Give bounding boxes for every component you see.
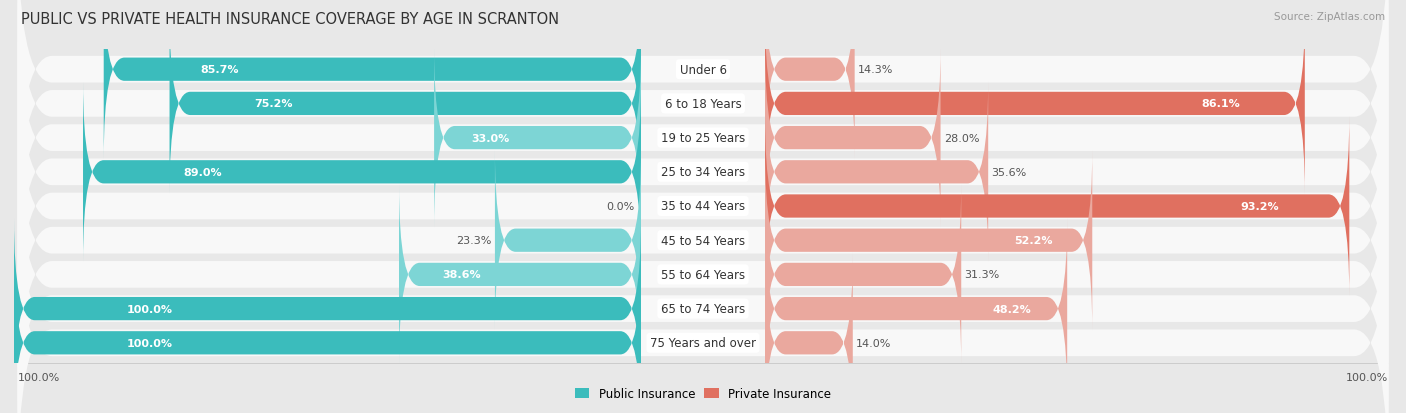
FancyBboxPatch shape: [170, 13, 641, 195]
Text: 35.6%: 35.6%: [991, 167, 1026, 177]
Text: 55 to 64 Years: 55 to 64 Years: [661, 268, 745, 281]
Text: 52.2%: 52.2%: [1015, 236, 1053, 246]
Text: 75.2%: 75.2%: [254, 99, 292, 109]
FancyBboxPatch shape: [17, 186, 1389, 413]
FancyBboxPatch shape: [765, 252, 853, 413]
FancyBboxPatch shape: [765, 82, 988, 263]
FancyBboxPatch shape: [765, 184, 962, 366]
Text: PUBLIC VS PRIVATE HEALTH INSURANCE COVERAGE BY AGE IN SCRANTON: PUBLIC VS PRIVATE HEALTH INSURANCE COVER…: [21, 12, 560, 27]
Text: 86.1%: 86.1%: [1201, 99, 1240, 109]
Text: Source: ZipAtlas.com: Source: ZipAtlas.com: [1274, 12, 1385, 22]
FancyBboxPatch shape: [104, 0, 641, 161]
Text: 0.0%: 0.0%: [606, 202, 634, 211]
FancyBboxPatch shape: [765, 116, 1350, 297]
FancyBboxPatch shape: [17, 0, 1389, 296]
FancyBboxPatch shape: [17, 0, 1389, 261]
FancyBboxPatch shape: [17, 83, 1389, 398]
FancyBboxPatch shape: [14, 218, 641, 400]
FancyBboxPatch shape: [17, 117, 1389, 413]
FancyBboxPatch shape: [434, 47, 641, 229]
FancyBboxPatch shape: [765, 47, 941, 229]
FancyBboxPatch shape: [765, 150, 1092, 331]
Text: 31.3%: 31.3%: [965, 270, 1000, 280]
Legend: Public Insurance, Private Insurance: Public Insurance, Private Insurance: [571, 382, 835, 405]
Text: 48.2%: 48.2%: [993, 304, 1031, 314]
Text: 45 to 54 Years: 45 to 54 Years: [661, 234, 745, 247]
FancyBboxPatch shape: [17, 152, 1389, 413]
FancyBboxPatch shape: [765, 0, 855, 161]
Text: 89.0%: 89.0%: [183, 167, 222, 177]
Text: 100.0%: 100.0%: [127, 338, 173, 348]
Text: 100.0%: 100.0%: [17, 372, 59, 382]
Text: 25 to 34 Years: 25 to 34 Years: [661, 166, 745, 179]
Text: 28.0%: 28.0%: [943, 133, 980, 143]
Text: 75 Years and over: 75 Years and over: [650, 337, 756, 349]
Text: 65 to 74 Years: 65 to 74 Years: [661, 302, 745, 316]
Text: 100.0%: 100.0%: [1347, 372, 1389, 382]
Text: 100.0%: 100.0%: [127, 304, 173, 314]
Text: 23.3%: 23.3%: [456, 236, 492, 246]
FancyBboxPatch shape: [14, 252, 641, 413]
Text: Under 6: Under 6: [679, 64, 727, 76]
FancyBboxPatch shape: [399, 184, 641, 366]
FancyBboxPatch shape: [17, 15, 1389, 330]
Text: 14.3%: 14.3%: [858, 65, 893, 75]
Text: 14.0%: 14.0%: [856, 338, 891, 348]
Text: 35 to 44 Years: 35 to 44 Years: [661, 200, 745, 213]
FancyBboxPatch shape: [17, 0, 1389, 227]
Text: 93.2%: 93.2%: [1240, 202, 1279, 211]
FancyBboxPatch shape: [83, 82, 641, 263]
FancyBboxPatch shape: [765, 218, 1067, 400]
Text: 33.0%: 33.0%: [471, 133, 509, 143]
Text: 85.7%: 85.7%: [201, 65, 239, 75]
Text: 6 to 18 Years: 6 to 18 Years: [665, 97, 741, 111]
FancyBboxPatch shape: [765, 13, 1305, 195]
FancyBboxPatch shape: [495, 150, 641, 331]
Text: 19 to 25 Years: 19 to 25 Years: [661, 132, 745, 145]
FancyBboxPatch shape: [17, 49, 1389, 364]
Text: 38.6%: 38.6%: [443, 270, 481, 280]
